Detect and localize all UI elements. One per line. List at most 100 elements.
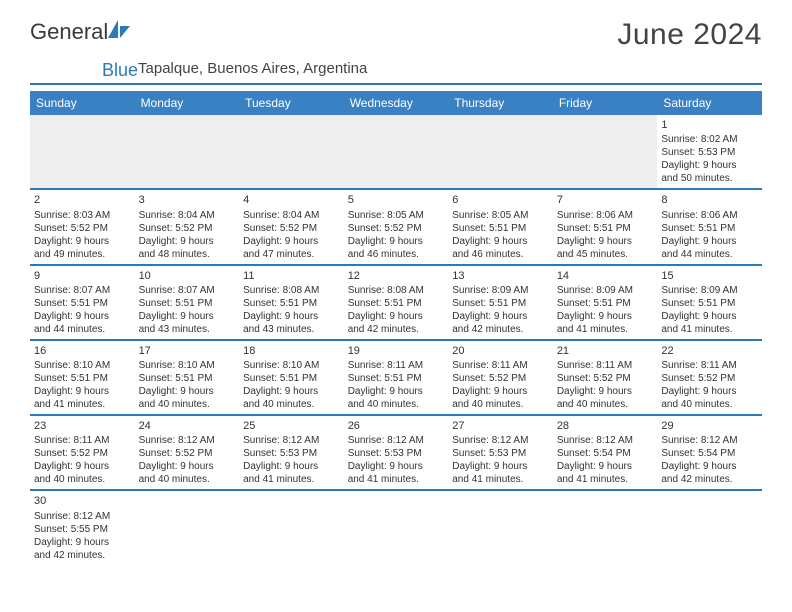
day-detail: Sunset: 5:55 PM: [34, 523, 131, 536]
day-detail: Daylight: 9 hours: [661, 159, 758, 172]
day-detail: Daylight: 9 hours: [348, 460, 445, 473]
day-detail: Daylight: 9 hours: [557, 460, 654, 473]
day-detail: and 40 minutes.: [139, 473, 236, 486]
day-detail: Sunrise: 8:12 AM: [661, 434, 758, 447]
day-detail: Daylight: 9 hours: [34, 460, 131, 473]
day-detail: Sunset: 5:51 PM: [34, 297, 131, 310]
day-number: 14: [557, 269, 654, 283]
dayhead-thursday: Thursday: [448, 91, 553, 115]
day-detail: Sunset: 5:51 PM: [348, 372, 445, 385]
day-number: 26: [348, 419, 445, 433]
day-cell: 2Sunrise: 8:03 AMSunset: 5:52 PMDaylight…: [30, 189, 135, 264]
day-detail: and 42 minutes.: [452, 323, 549, 336]
day-number: 12: [348, 269, 445, 283]
day-number: 10: [139, 269, 236, 283]
day-detail: Sunset: 5:53 PM: [452, 447, 549, 460]
week-row: 23Sunrise: 8:11 AMSunset: 5:52 PMDayligh…: [30, 415, 762, 490]
day-detail: Sunset: 5:52 PM: [661, 372, 758, 385]
day-detail: Sunrise: 8:06 AM: [557, 209, 654, 222]
day-detail: Daylight: 9 hours: [557, 235, 654, 248]
day-number: 8: [661, 193, 758, 207]
day-number: 9: [34, 269, 131, 283]
day-detail: Sunset: 5:51 PM: [243, 372, 340, 385]
day-detail: Sunset: 5:51 PM: [452, 297, 549, 310]
day-number: 24: [139, 419, 236, 433]
logo: General: [30, 18, 134, 45]
day-detail: Daylight: 9 hours: [243, 460, 340, 473]
day-detail: Sunset: 5:52 PM: [557, 372, 654, 385]
day-detail: Daylight: 9 hours: [34, 235, 131, 248]
day-cell: 15Sunrise: 8:09 AMSunset: 5:51 PMDayligh…: [657, 265, 762, 340]
day-detail: Daylight: 9 hours: [139, 460, 236, 473]
day-detail: Daylight: 9 hours: [34, 385, 131, 398]
dayhead-sunday: Sunday: [30, 91, 135, 115]
day-number: 23: [34, 419, 131, 433]
day-detail: and 42 minutes.: [348, 323, 445, 336]
day-detail: and 40 minutes.: [452, 398, 549, 411]
day-detail: Sunset: 5:51 PM: [243, 297, 340, 310]
day-detail: Sunset: 5:51 PM: [661, 297, 758, 310]
day-detail: Daylight: 9 hours: [139, 385, 236, 398]
day-cell: 17Sunrise: 8:10 AMSunset: 5:51 PMDayligh…: [135, 340, 240, 415]
day-detail: Daylight: 9 hours: [34, 536, 131, 549]
day-number: 11: [243, 269, 340, 283]
empty-cell: [657, 490, 762, 564]
dayhead-tuesday: Tuesday: [239, 91, 344, 115]
day-number: 28: [557, 419, 654, 433]
day-detail: and 44 minutes.: [34, 323, 131, 336]
dayhead-wednesday: Wednesday: [344, 91, 449, 115]
day-cell: 25Sunrise: 8:12 AMSunset: 5:53 PMDayligh…: [239, 415, 344, 490]
empty-cell: [344, 490, 449, 564]
day-detail: Sunrise: 8:03 AM: [34, 209, 131, 222]
week-row: 16Sunrise: 8:10 AMSunset: 5:51 PMDayligh…: [30, 340, 762, 415]
day-detail: and 43 minutes.: [243, 323, 340, 336]
day-detail: Sunrise: 8:02 AM: [661, 133, 758, 146]
header-row: General June 2024: [30, 18, 762, 52]
day-detail: Sunrise: 8:12 AM: [243, 434, 340, 447]
dayhead-saturday: Saturday: [657, 91, 762, 115]
day-number: 22: [661, 344, 758, 358]
day-detail: Daylight: 9 hours: [661, 310, 758, 323]
day-detail: Sunrise: 8:07 AM: [139, 284, 236, 297]
logo-text-blue: Blue: [102, 60, 138, 81]
day-detail: Sunrise: 8:06 AM: [661, 209, 758, 222]
day-cell: 19Sunrise: 8:11 AMSunset: 5:51 PMDayligh…: [344, 340, 449, 415]
day-number: 30: [34, 494, 131, 508]
day-detail: Sunrise: 8:10 AM: [243, 359, 340, 372]
day-number: 4: [243, 193, 340, 207]
day-number: 1: [661, 118, 758, 132]
day-cell: 14Sunrise: 8:09 AMSunset: 5:51 PMDayligh…: [553, 265, 658, 340]
day-detail: Sunset: 5:52 PM: [34, 222, 131, 235]
dayhead-friday: Friday: [553, 91, 658, 115]
day-detail: and 41 minutes.: [557, 473, 654, 486]
day-detail: Sunset: 5:53 PM: [661, 146, 758, 159]
day-detail: and 40 minutes.: [34, 473, 131, 486]
week-row: 9Sunrise: 8:07 AMSunset: 5:51 PMDaylight…: [30, 265, 762, 340]
day-number: 3: [139, 193, 236, 207]
day-detail: and 41 minutes.: [348, 473, 445, 486]
day-detail: Sunset: 5:52 PM: [34, 447, 131, 460]
day-detail: Sunset: 5:51 PM: [452, 222, 549, 235]
day-detail: Sunset: 5:52 PM: [348, 222, 445, 235]
title-block: June 2024: [617, 18, 762, 52]
day-cell: 5Sunrise: 8:05 AMSunset: 5:52 PMDaylight…: [344, 189, 449, 264]
day-detail: and 48 minutes.: [139, 248, 236, 261]
day-cell: 18Sunrise: 8:10 AMSunset: 5:51 PMDayligh…: [239, 340, 344, 415]
day-detail: Sunset: 5:52 PM: [139, 447, 236, 460]
logo-text-general: General: [30, 19, 108, 45]
day-detail: Daylight: 9 hours: [452, 460, 549, 473]
day-detail: Sunrise: 8:04 AM: [243, 209, 340, 222]
day-cell: 11Sunrise: 8:08 AMSunset: 5:51 PMDayligh…: [239, 265, 344, 340]
day-cell: 23Sunrise: 8:11 AMSunset: 5:52 PMDayligh…: [30, 415, 135, 490]
day-detail: Sunrise: 8:11 AM: [661, 359, 758, 372]
day-cell: 10Sunrise: 8:07 AMSunset: 5:51 PMDayligh…: [135, 265, 240, 340]
day-detail: Sunrise: 8:11 AM: [348, 359, 445, 372]
day-detail: and 41 minutes.: [243, 473, 340, 486]
day-detail: Sunset: 5:54 PM: [557, 447, 654, 460]
day-number: 19: [348, 344, 445, 358]
day-detail: and 41 minutes.: [661, 323, 758, 336]
day-detail: Daylight: 9 hours: [348, 310, 445, 323]
day-detail: Sunrise: 8:12 AM: [139, 434, 236, 447]
day-cell: 8Sunrise: 8:06 AMSunset: 5:51 PMDaylight…: [657, 189, 762, 264]
day-detail: Sunrise: 8:09 AM: [557, 284, 654, 297]
